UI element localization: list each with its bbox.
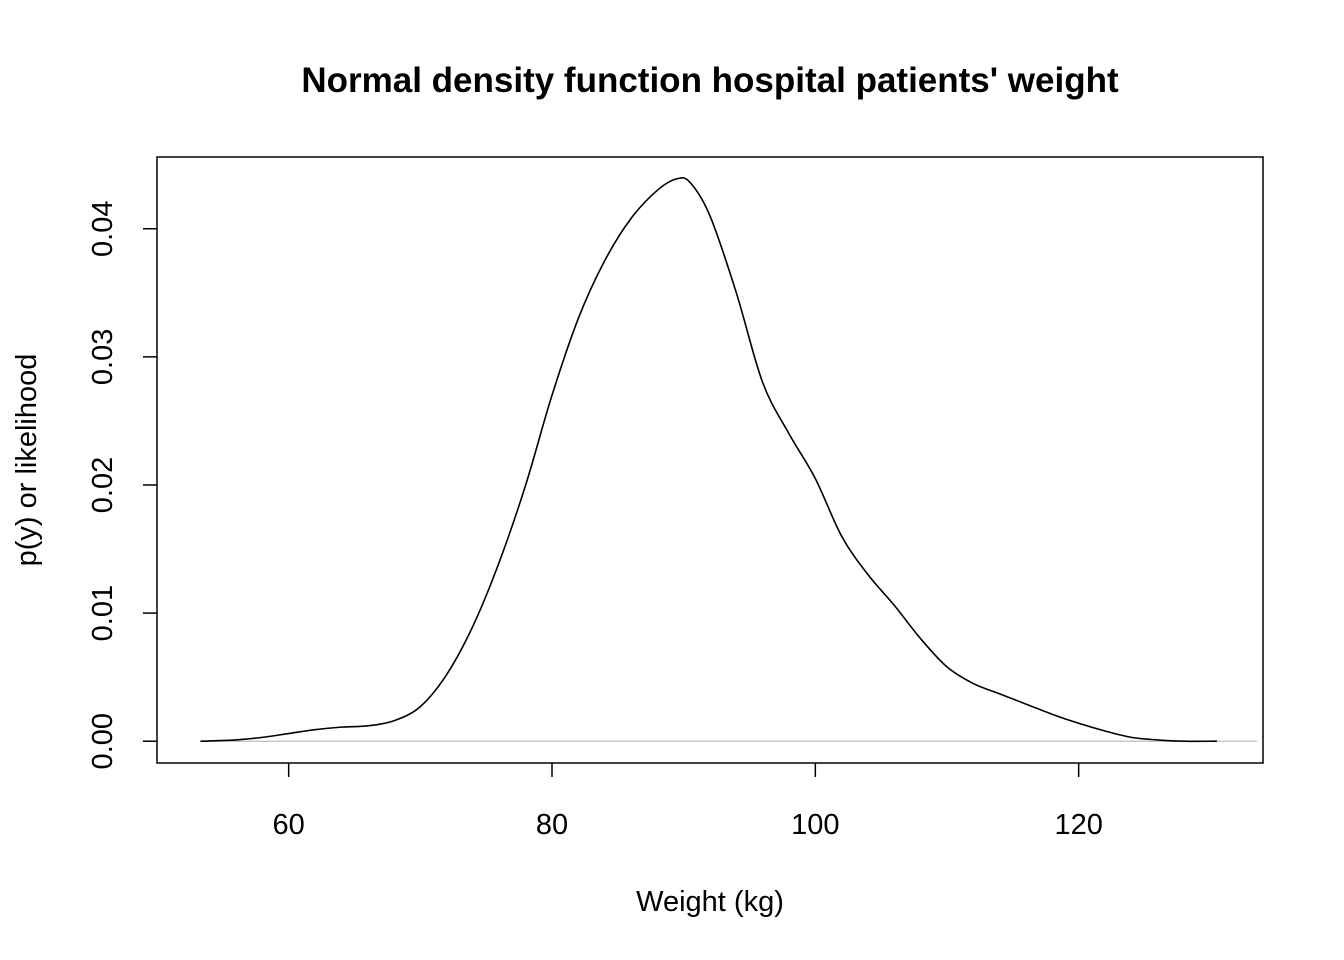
y-axis-label: p(y) or likelihood: [11, 354, 43, 567]
density-curve-group: [200, 177, 1217, 743]
x-tick-label: 60: [273, 809, 305, 841]
y-tick-label: 0.04: [87, 201, 119, 257]
plot-frame: [156, 156, 1264, 764]
chart-title: Normal density function hospital patient…: [301, 61, 1119, 100]
y-tick-label: 0.00: [87, 713, 119, 769]
x-tick-label: 100: [791, 809, 839, 841]
x-tick-label: 80: [536, 809, 568, 841]
y-tick-label: 0.01: [87, 585, 119, 641]
density-curve: [200, 177, 1217, 743]
y-axis: 0.00 0.01 0.02 0.03 0.04: [87, 201, 157, 769]
y-tick-label: 0.02: [87, 457, 119, 513]
x-axis: 60 80 100 120: [273, 763, 1103, 841]
x-axis-label: Weight (kg): [636, 886, 784, 918]
y-tick-label: 0.03: [87, 329, 119, 385]
x-tick-label: 120: [1054, 809, 1102, 841]
